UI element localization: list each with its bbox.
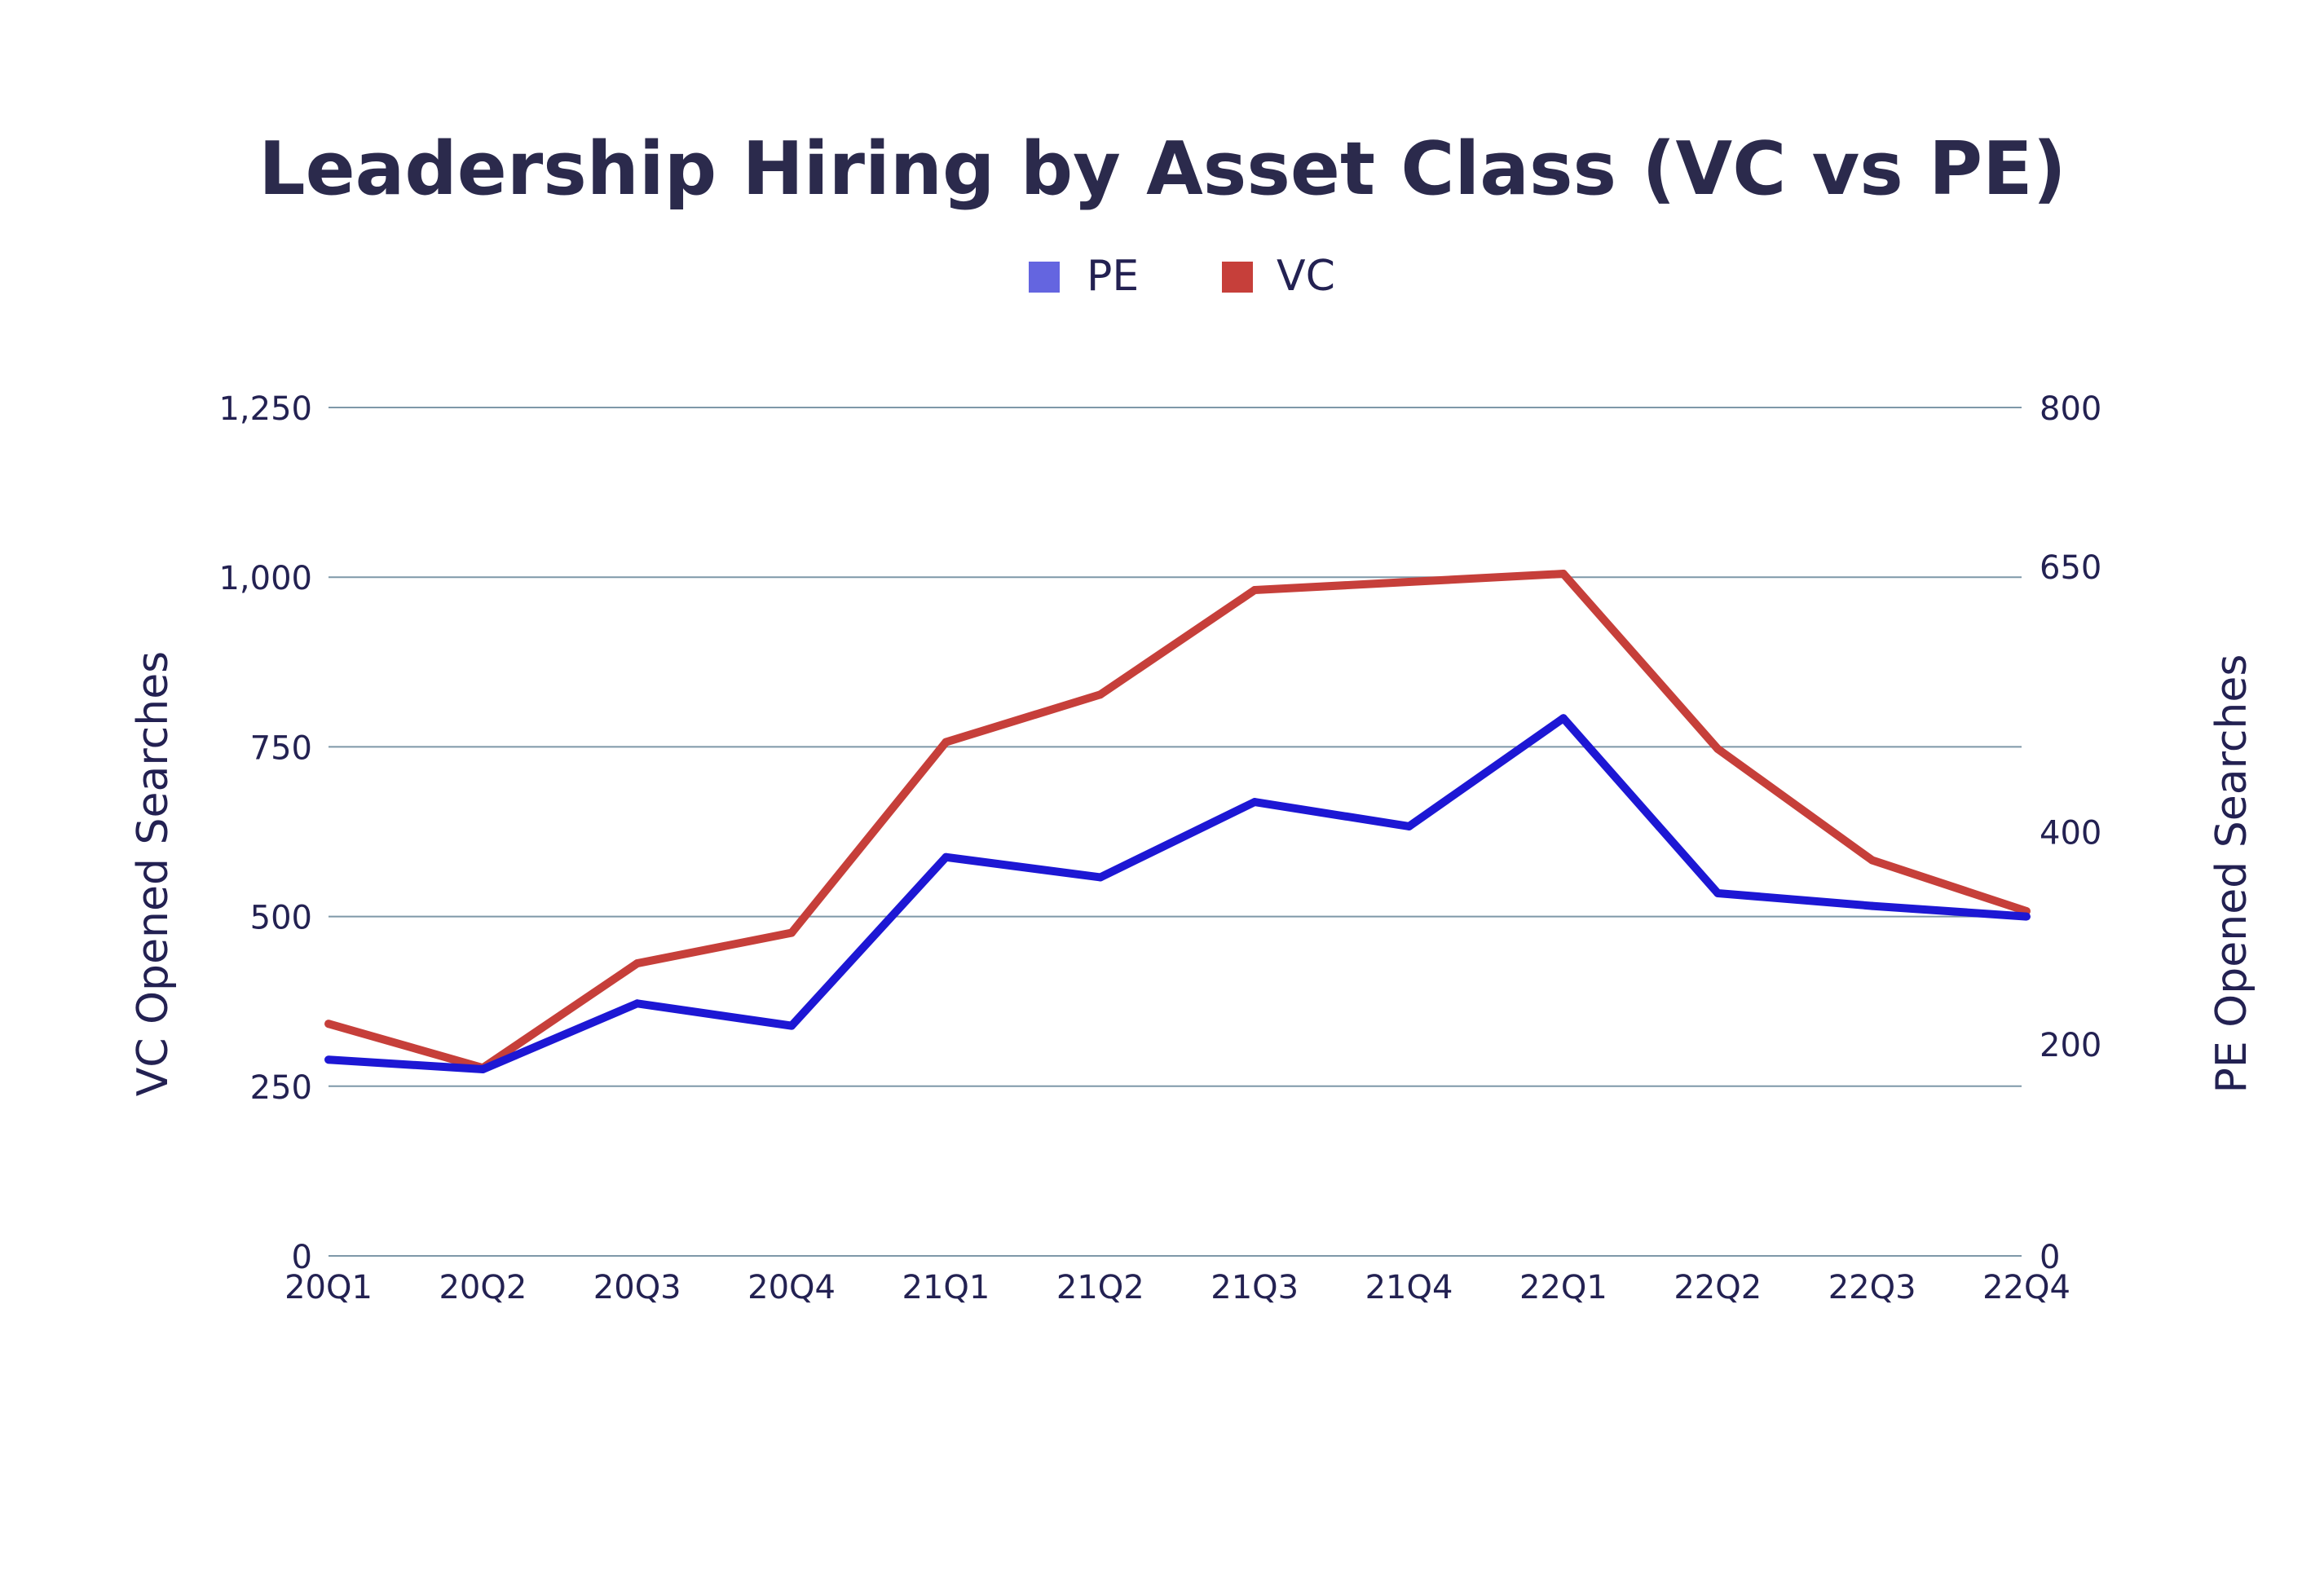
x-tick-label: 20Q1 [284,1269,373,1306]
series-line-vc[interactable] [327,570,2028,1073]
left-tick-label: 1,250 [218,390,312,428]
x-tick-label: 22Q2 [1674,1269,1762,1306]
legend-item-vc[interactable]: VC [1222,252,1335,301]
x-tick-label: 22Q1 [1519,1269,1607,1306]
left-tick-label: 500 [250,900,312,937]
right-tick-label: 800 [2040,390,2101,428]
x-tick-label: 20Q2 [439,1269,527,1306]
data-point-pe[interactable] [1096,873,1105,882]
x-axis-ticks: 20Q1 20Q2 20Q3 20Q4 21Q1 21Q2 21Q3 21Q4 22Q1 22Q2… [284,1269,2070,1306]
data-point-pe[interactable] [1405,822,1413,830]
left-tick-label: 250 [250,1069,312,1107]
legend-swatch-vc [1222,262,1253,293]
data-point-vc[interactable] [1405,578,1413,587]
data-point-pe[interactable] [1250,798,1259,807]
data-point-pe[interactable] [1559,714,1568,723]
legend-label-vc: VC [1277,252,1335,301]
data-point-pe[interactable] [478,1064,487,1073]
right-tick-label: 0 [2040,1239,2060,1276]
data-point-vc[interactable] [1096,690,1105,699]
data-point-pe[interactable] [787,1021,796,1030]
left-tick-label: 750 [250,729,312,767]
data-point-vc[interactable] [942,738,950,747]
data-point-pe[interactable] [633,999,642,1008]
data-point-pe[interactable] [1713,888,1722,897]
right-tick-label: 650 [2040,549,2101,587]
data-point-vc[interactable] [324,1020,333,1029]
legend-swatch-pe [1029,262,1060,293]
x-tick-label: 20Q3 [593,1269,681,1306]
legend-label-pe: PE [1087,252,1139,301]
data-point-pe[interactable] [324,1055,333,1064]
series-group [324,570,2031,1073]
right-tick-label: 400 [2040,815,2101,852]
right-axis-label: PE Opened Searches [2207,654,2256,1094]
series-line-pe[interactable] [328,714,2027,1073]
data-point-vc[interactable] [633,959,642,968]
left-tick-label: 1,000 [218,560,312,597]
right-axis-ticks: 0 200 400 650 800 [2040,390,2101,1276]
x-tick-label: 21Q3 [1211,1269,1299,1306]
data-point-pe[interactable] [942,852,950,861]
data-point-vc[interactable] [787,928,796,937]
x-tick-label: 21Q4 [1365,1269,1453,1306]
data-point-pe[interactable] [2022,912,2031,921]
left-axis-label: VC Opened Searches [129,651,178,1097]
x-tick-label: 22Q4 [1982,1269,2070,1306]
x-tick-label: 22Q3 [1828,1269,1916,1306]
data-point-vc[interactable] [1713,744,1722,753]
data-point-vc[interactable] [1868,856,1876,865]
chart-title: Leadership Hiring by Asset Class (VC vs … [258,126,2066,212]
x-tick-label: 21Q2 [1056,1269,1144,1306]
data-point-pe[interactable] [1868,901,1876,910]
gridlines [329,407,2022,1257]
left-tick-label: 0 [292,1239,312,1276]
left-axis-ticks: 0 250 500 750 1,000 1,250 [218,390,312,1276]
data-point-vc[interactable] [1250,586,1259,595]
legend-item-pe[interactable]: PE [1029,252,1139,301]
x-tick-label: 20Q4 [747,1269,836,1306]
right-tick-label: 200 [2040,1027,2101,1064]
legend: PE VC [1029,252,1335,301]
x-tick-label: 21Q1 [902,1269,990,1306]
data-point-vc[interactable] [1559,570,1568,579]
